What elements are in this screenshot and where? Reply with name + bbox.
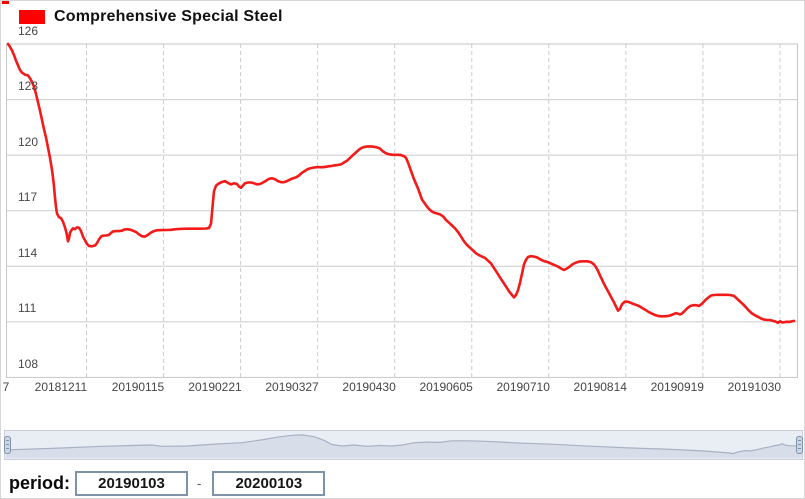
x-tick-label: 20190814 bbox=[573, 380, 627, 394]
x-tick-label: 20190605 bbox=[419, 380, 473, 394]
y-tick-label: 114 bbox=[18, 245, 38, 260]
x-tick-label: 20190115 bbox=[111, 380, 165, 394]
chart-title: Comprehensive Special Steel bbox=[54, 8, 283, 25]
legend-swatch bbox=[19, 10, 45, 24]
y-tick-label: 117 bbox=[18, 190, 38, 205]
period-to-input[interactable] bbox=[212, 471, 326, 496]
x-tick-label: 20190710 bbox=[496, 380, 550, 394]
clipped-legend-fragment bbox=[2, 1, 9, 4]
period-from-input[interactable] bbox=[75, 471, 188, 496]
line-chart-plot bbox=[6, 42, 798, 378]
navigator-mini-chart bbox=[5, 434, 802, 458]
x-tick-label: 20190327 bbox=[265, 380, 319, 394]
y-tick-label: 108 bbox=[18, 356, 39, 371]
period-row: period: - bbox=[1, 467, 804, 498]
x-tick-label: 20181211 bbox=[34, 380, 88, 394]
y-tick-label: 123 bbox=[18, 79, 39, 94]
y-tick-label: 111 bbox=[18, 301, 37, 316]
x-tick-label: 20190430 bbox=[342, 380, 396, 394]
period-separator: - bbox=[197, 476, 202, 491]
navigator-right-handle[interactable] bbox=[796, 436, 803, 454]
x-tick-label: 20191030 bbox=[727, 380, 782, 394]
x-tick-label: 7 bbox=[2, 380, 10, 394]
range-navigator-track[interactable] bbox=[4, 430, 803, 460]
x-tick-label: 20190221 bbox=[188, 380, 242, 394]
y-tick-label: 126 bbox=[18, 23, 39, 38]
series-legend[interactable]: Comprehensive Special Steel bbox=[19, 8, 283, 26]
navigator-left-handle[interactable] bbox=[4, 436, 11, 454]
period-label: period: bbox=[9, 473, 70, 493]
x-tick-label: 20190919 bbox=[650, 380, 704, 394]
y-tick-label: 120 bbox=[18, 134, 39, 149]
